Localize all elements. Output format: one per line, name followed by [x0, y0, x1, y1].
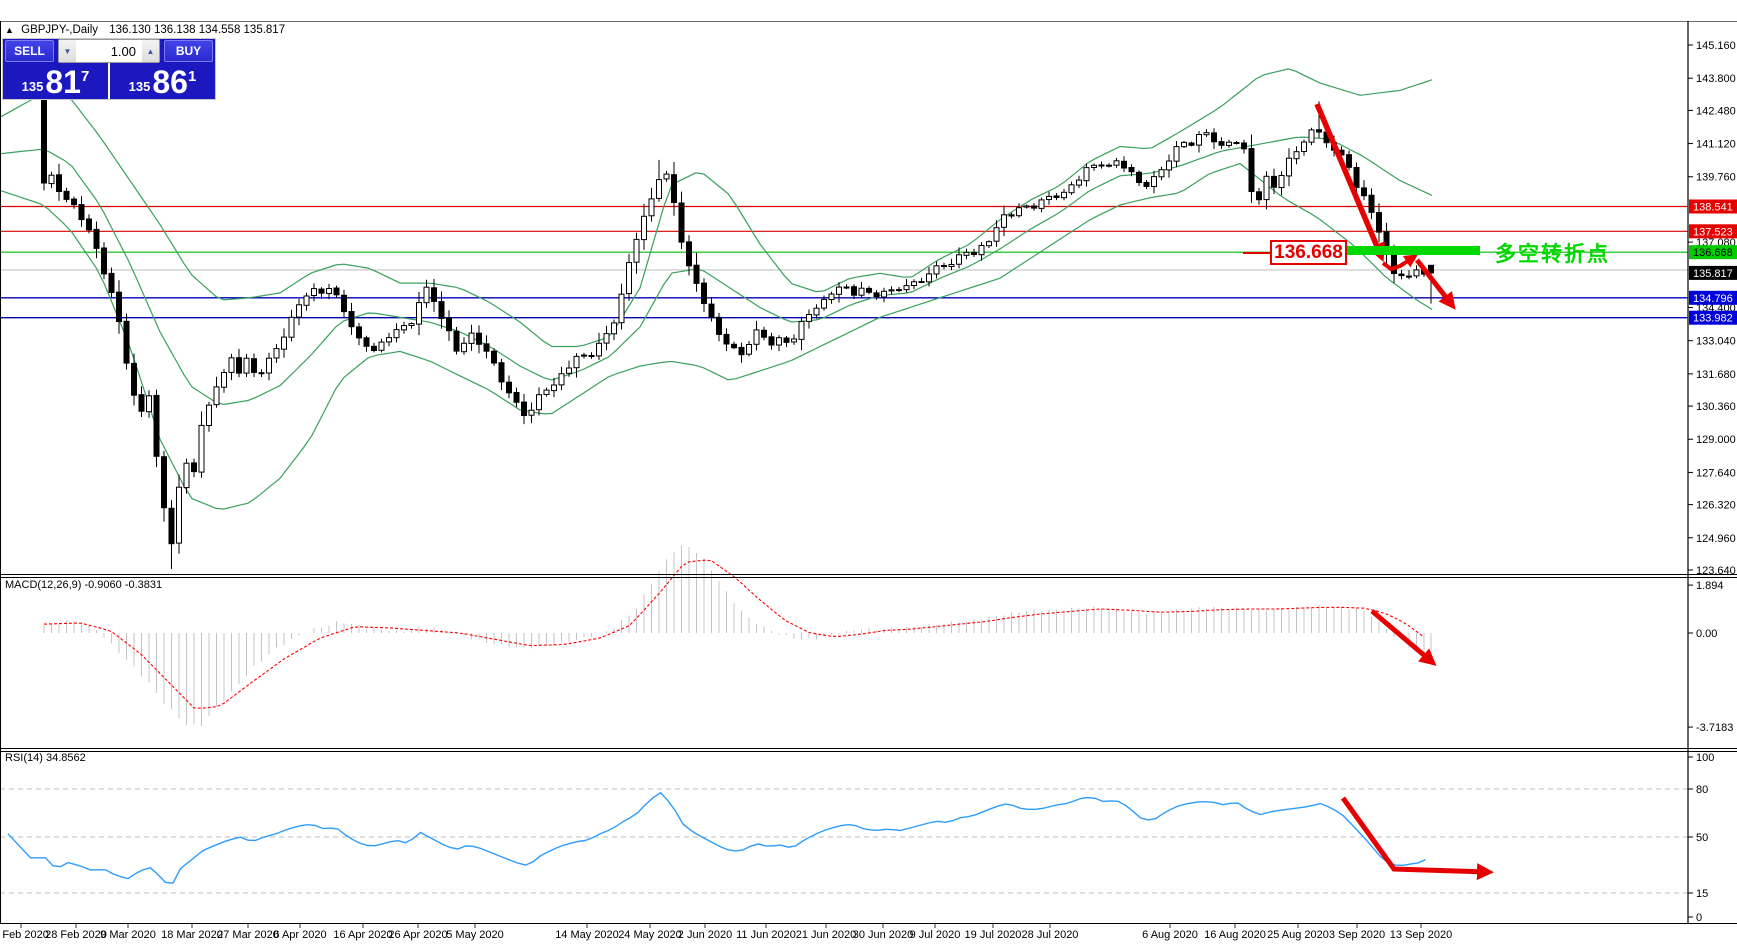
svg-text:9 Jul 2020: 9 Jul 2020: [910, 929, 961, 941]
svg-text:-3.7183: -3.7183: [1696, 722, 1733, 734]
macd-signal-line: [43, 559, 1425, 709]
svg-text:50: 50: [1696, 832, 1708, 844]
svg-text:123.640: 123.640: [1696, 565, 1736, 577]
svg-text:16 Aug 2020: 16 Aug 2020: [1204, 929, 1266, 941]
svg-text:27 Mar 2020: 27 Mar 2020: [217, 929, 279, 941]
svg-text:15: 15: [1696, 888, 1708, 900]
svg-text:9 Feb 2020: 9 Feb 2020: [0, 929, 49, 941]
svg-text:30 Jun 2020: 30 Jun 2020: [853, 929, 914, 941]
svg-text:126.320: 126.320: [1696, 500, 1736, 512]
volume-value[interactable]: 1.00: [110, 43, 136, 59]
rsi-gridlines: [0, 788, 1688, 894]
bollinger-bands: [0, 68, 1433, 510]
level-connector-line: [1243, 252, 1270, 254]
svg-text:25 Aug 2020: 25 Aug 2020: [1267, 929, 1329, 941]
price-level-callout[interactable]: 136.668: [1270, 240, 1347, 265]
svg-text:21 Jun 2020: 21 Jun 2020: [796, 929, 857, 941]
svg-text:136.668: 136.668: [1693, 247, 1733, 259]
svg-text:80: 80: [1696, 784, 1708, 796]
horizontal-level-lines[interactable]: [0, 205, 1688, 319]
svg-text:6 Aug 2020: 6 Aug 2020: [1142, 929, 1198, 941]
svg-text:6 Apr 2020: 6 Apr 2020: [273, 929, 326, 941]
turning-point-note[interactable]: 多空转折点: [1495, 243, 1610, 266]
svg-text:137.523: 137.523: [1693, 226, 1733, 238]
svg-text:14 May 2020: 14 May 2020: [555, 929, 619, 941]
svg-text:124.960: 124.960: [1696, 533, 1736, 545]
sell-price-button[interactable]: 135 81 7: [3, 63, 110, 99]
sell-price-main: 81: [45, 64, 81, 100]
buy-price-sup: 1: [187, 68, 197, 85]
svg-text:28 Jul 2020: 28 Jul 2020: [1022, 929, 1079, 941]
symbol-name: GBPJPY-,Daily: [21, 24, 99, 36]
svg-text:133.982: 133.982: [1693, 313, 1733, 325]
collapse-chart-icon[interactable]: ▲: [5, 25, 14, 35]
svg-text:135.817: 135.817: [1693, 268, 1733, 280]
svg-text:145.160: 145.160: [1696, 40, 1736, 52]
sell-price-sup: 7: [80, 68, 90, 85]
svg-text:131.680: 131.680: [1696, 369, 1736, 381]
ohlc-readout: 136.130 136.138 134.558 135.817: [109, 24, 286, 36]
trend-arrows[interactable]: [1314, 102, 1494, 881]
svg-text:133.040: 133.040: [1696, 336, 1736, 348]
rsi-line: [7, 791, 1426, 884]
svg-text:134.796: 134.796: [1693, 293, 1733, 305]
green-highlight-band[interactable]: [1347, 246, 1480, 255]
svg-text:0: 0: [1696, 912, 1702, 924]
svg-text:142.480: 142.480: [1696, 105, 1736, 117]
svg-text:130.360: 130.360: [1696, 401, 1736, 413]
svg-text:28 Feb 2020: 28 Feb 2020: [45, 929, 107, 941]
svg-text:16 Apr 2020: 16 Apr 2020: [333, 929, 392, 941]
svg-text:127.640: 127.640: [1696, 467, 1736, 479]
rsi-label: RSI(14) 34.8562: [5, 752, 86, 764]
svg-text:18 Mar 2020: 18 Mar 2020: [161, 929, 223, 941]
svg-text:141.120: 141.120: [1696, 139, 1736, 151]
buy-price-button[interactable]: 135 86 1: [110, 63, 215, 99]
svg-text:139.760: 139.760: [1696, 172, 1736, 184]
macd-axis[interactable]: 1.894 0.00 -3.7183: [1688, 580, 1733, 734]
one-click-trading-panel: SELL ▼ 1.00 ▲ BUY 135 81 7 135 86 1: [2, 38, 216, 100]
svg-text:0.00: 0.00: [1696, 628, 1717, 640]
svg-text:5 May 2020: 5 May 2020: [446, 929, 503, 941]
buy-button[interactable]: BUY: [164, 40, 213, 62]
svg-text:129.000: 129.000: [1696, 434, 1736, 446]
volume-stepper: ▼ 1.00 ▲: [58, 39, 160, 63]
sell-button[interactable]: SELL: [5, 40, 54, 62]
buy-price-prefix: 135: [128, 79, 151, 94]
svg-text:138.541: 138.541: [1693, 202, 1733, 214]
price-axis[interactable]: 145.160143.800142.480141.120139.760137.0…: [1688, 40, 1737, 577]
macd-histogram: [43, 545, 1432, 726]
svg-text:100: 100: [1696, 752, 1714, 764]
svg-text:19 Jul 2020: 19 Jul 2020: [965, 929, 1022, 941]
svg-text:3 Sep 2020: 3 Sep 2020: [1329, 929, 1385, 941]
svg-text:9 Mar 2020: 9 Mar 2020: [100, 929, 156, 941]
macd-label: MACD(12,26,9) -0.9060 -0.3831: [5, 579, 163, 591]
svg-text:24 May 2020: 24 May 2020: [618, 929, 682, 941]
chart-title: ▲ GBPJPY-,Daily 136.130 136.138 134.558 …: [5, 24, 285, 36]
volume-decrease-button[interactable]: ▼: [59, 40, 76, 62]
svg-text:13 Sep 2020: 13 Sep 2020: [1390, 929, 1452, 941]
buy-price-main: 86: [152, 64, 188, 100]
svg-text:143.800: 143.800: [1696, 73, 1736, 85]
candlestick-series: [41, 83, 1434, 569]
svg-text:11 Jun 2020: 11 Jun 2020: [736, 929, 796, 941]
volume-increase-button[interactable]: ▲: [142, 40, 159, 62]
svg-text:2 Jun 2020: 2 Jun 2020: [678, 929, 732, 941]
svg-text:1.894: 1.894: [1696, 580, 1724, 592]
sell-price-prefix: 135: [21, 79, 44, 94]
svg-text:26 Apr 2020: 26 Apr 2020: [388, 929, 447, 941]
rsi-axis[interactable]: 100 80 50 15 0: [1688, 752, 1714, 924]
